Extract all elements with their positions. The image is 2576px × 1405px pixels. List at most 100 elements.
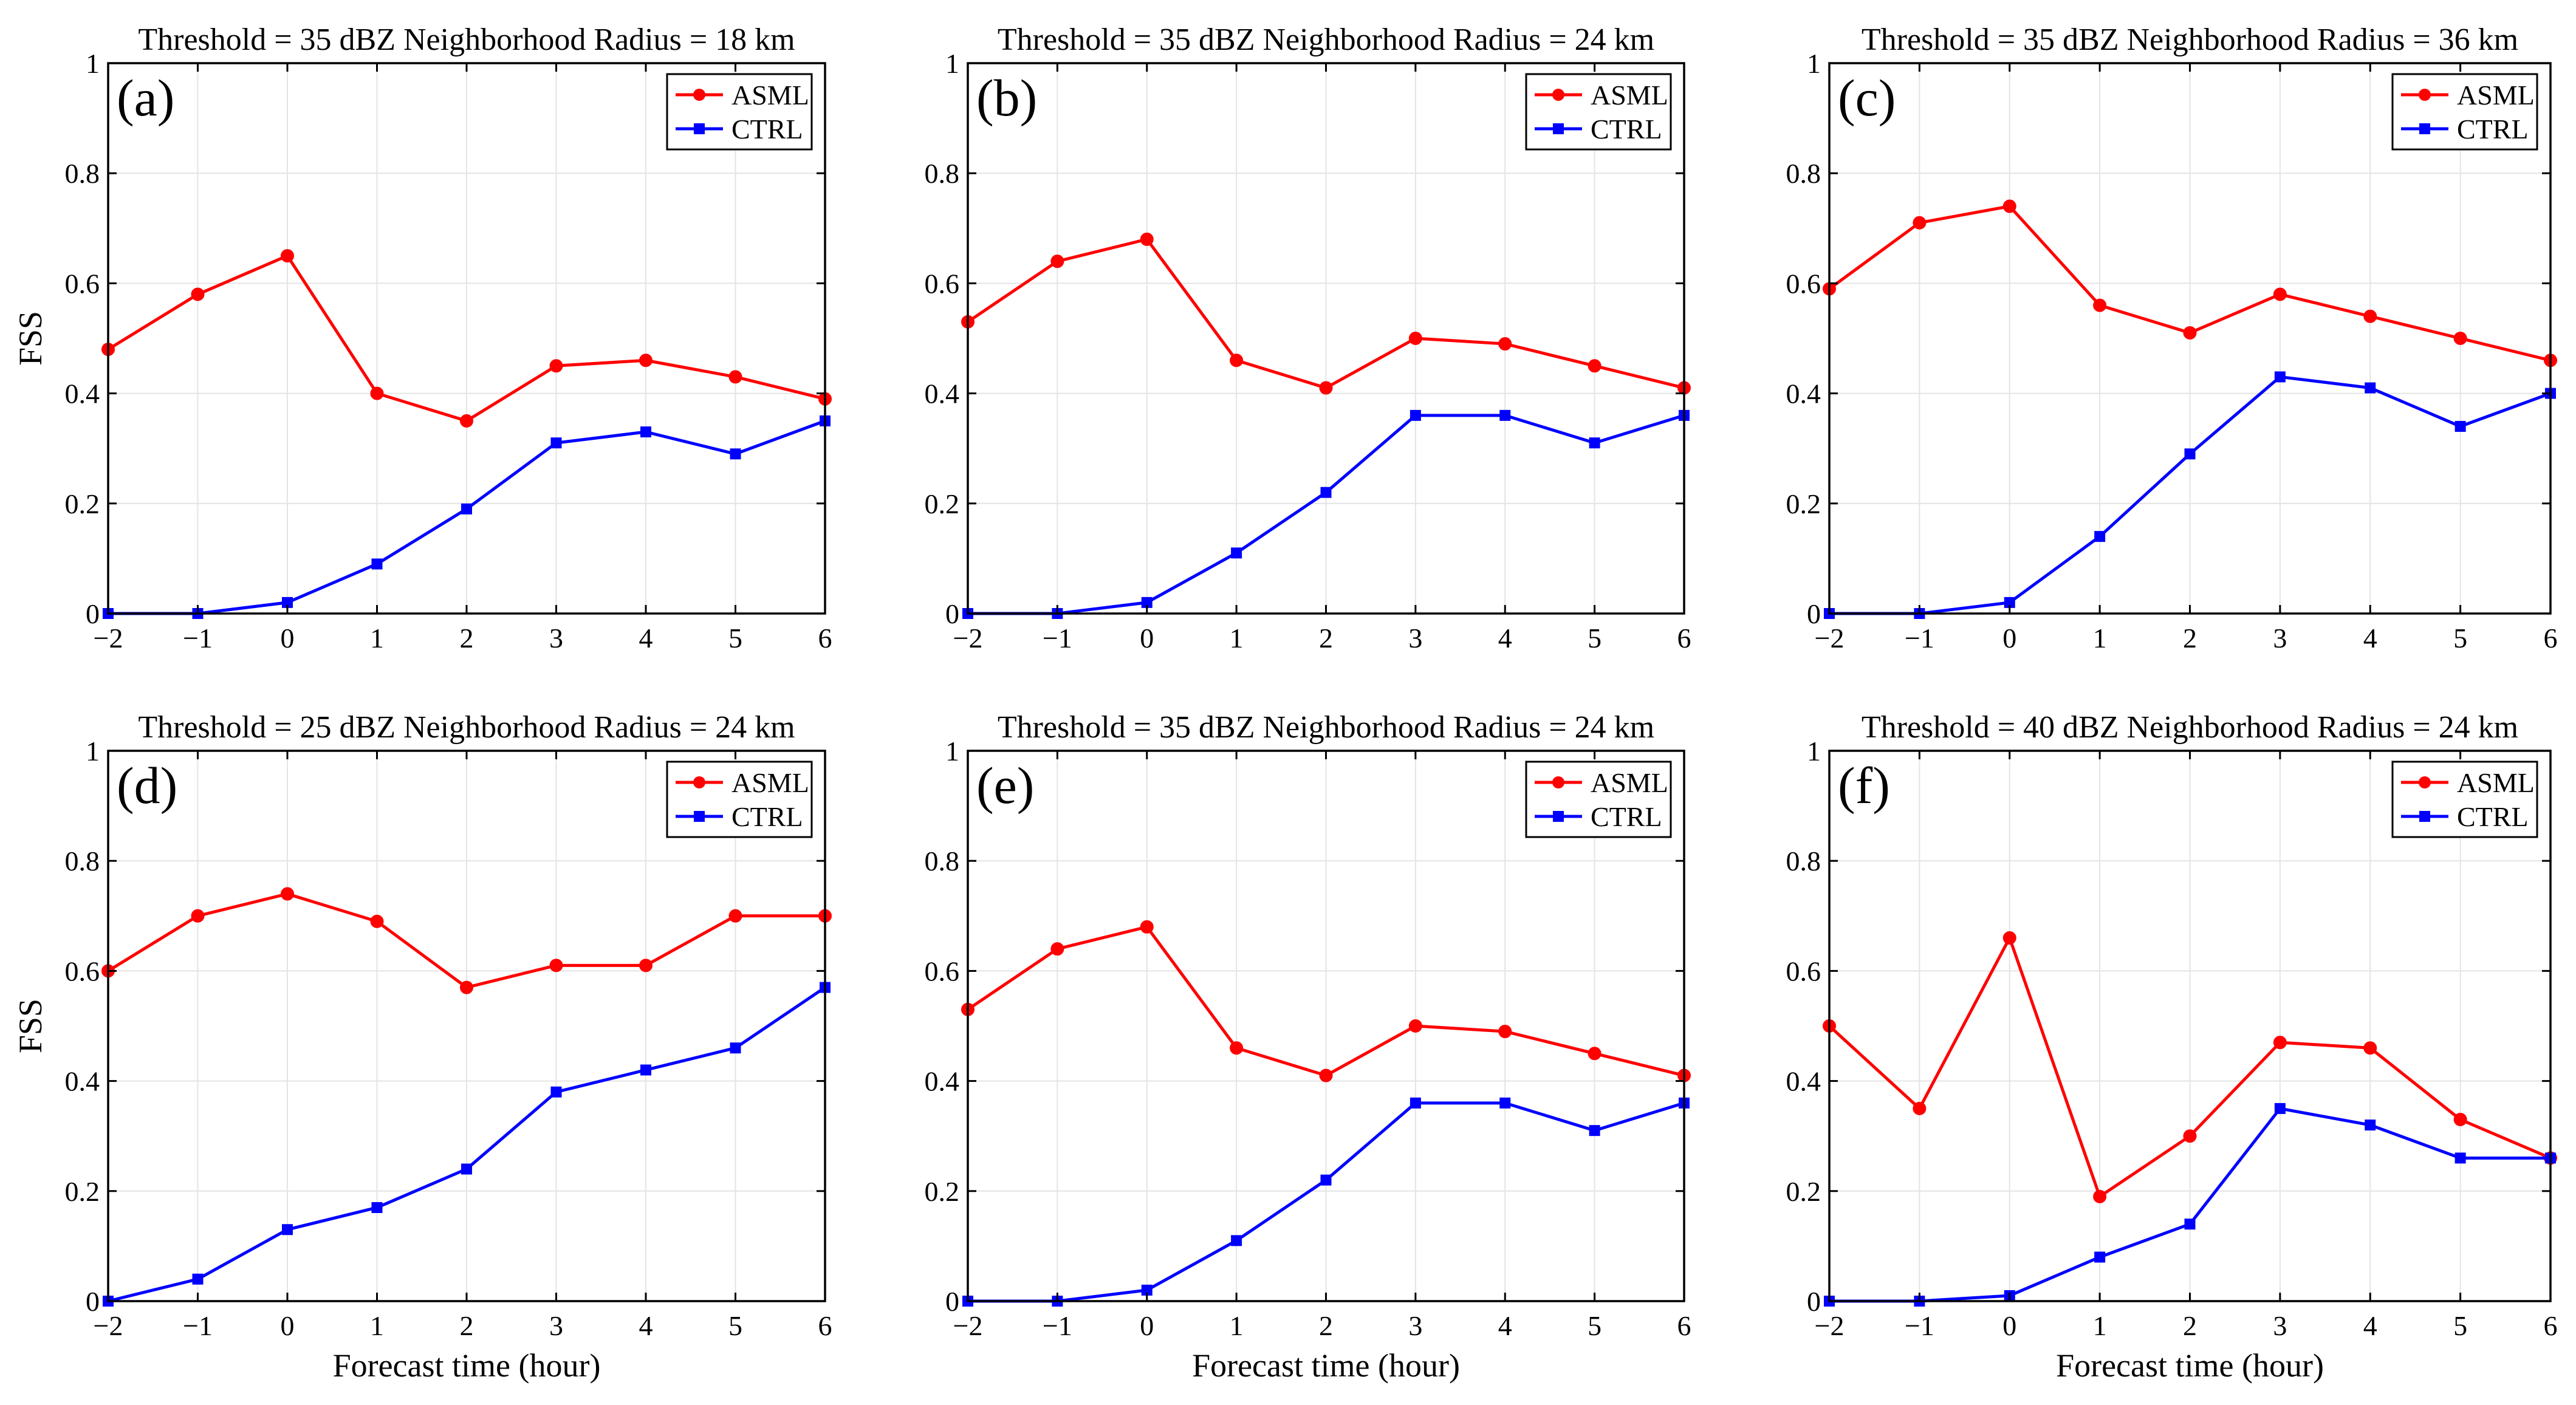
panel-label: (e)	[976, 756, 1034, 815]
data-point-ctrl	[192, 1273, 204, 1285]
data-point-ctrl	[2365, 382, 2376, 394]
y-tick-label: 0.6	[1786, 955, 1821, 986]
x-tick-label: 3	[1408, 1310, 1422, 1341]
x-tick-label: 3	[2273, 1310, 2287, 1341]
data-point-ctrl	[1589, 437, 1600, 449]
data-point-ctrl	[1499, 1097, 1511, 1109]
legend-label-ctrl: CTRL	[1591, 114, 1662, 145]
x-tick-label: 0	[2002, 1310, 2016, 1341]
panel-label: (c)	[1838, 69, 1896, 127]
y-tick-label: 0	[945, 598, 959, 629]
legend-label-ctrl: CTRL	[731, 801, 803, 832]
y-tick-label: 0.2	[1786, 1176, 1821, 1207]
data-point-asml	[191, 909, 205, 923]
legend-label-ctrl: CTRL	[731, 114, 803, 145]
data-point-asml	[1498, 1025, 1512, 1039]
x-tick-label: 0	[1140, 1310, 1154, 1341]
data-point-ctrl	[1410, 409, 1421, 421]
y-axis-label: FSS	[12, 311, 49, 366]
data-point-ctrl	[550, 437, 562, 449]
chart-title: Threshold = 35 dBZ Neighborhood Radius =…	[1862, 22, 2518, 57]
x-tick-label: 0	[2002, 623, 2016, 654]
x-tick-label: 3	[1408, 623, 1422, 654]
x-tick-label: −2	[1815, 1310, 1845, 1341]
data-point-asml	[2363, 309, 2377, 323]
y-tick-label: 1	[945, 736, 959, 767]
data-point-ctrl	[1141, 1284, 1153, 1296]
y-tick-label: 0.4	[1786, 378, 1821, 409]
data-point-asml	[1913, 1101, 1927, 1115]
panel-label: (d)	[117, 756, 177, 815]
legend-marker-ctrl	[694, 123, 705, 134]
data-point-ctrl	[2454, 420, 2466, 432]
data-point-ctrl	[730, 1042, 741, 1054]
x-tick-label: 6	[2544, 1310, 2558, 1341]
x-tick-label: 1	[2093, 623, 2107, 654]
y-tick-label: 0.2	[65, 488, 100, 519]
data-point-ctrl	[1410, 1097, 1421, 1109]
legend-marker-asml	[693, 776, 705, 788]
x-tick-label: 6	[818, 623, 832, 654]
x-tick-label: 3	[549, 623, 563, 654]
y-tick-label: 1	[945, 48, 959, 79]
data-point-asml	[728, 909, 742, 923]
x-tick-label: 5	[1588, 1310, 1601, 1341]
legend-box	[2391, 73, 2538, 151]
y-tick-label: 0.2	[925, 1176, 960, 1207]
y-tick-label: 0.8	[1786, 846, 1821, 877]
legend-box	[1525, 73, 1672, 151]
x-tick-label: 2	[1319, 623, 1333, 654]
x-axis-label: Forecast time (hour)	[1192, 1347, 1460, 1384]
y-tick-label: 0.6	[65, 268, 100, 299]
data-point-asml	[1588, 1047, 1601, 1061]
y-tick-label: 1	[86, 736, 100, 767]
x-tick-label: 4	[1498, 1310, 1512, 1341]
y-tick-label: 0.6	[1786, 268, 1821, 299]
y-tick-label: 0.4	[65, 1066, 100, 1097]
data-point-asml	[1588, 359, 1601, 373]
data-point-asml	[370, 914, 384, 928]
legend-label-asml: ASML	[1591, 767, 1668, 798]
data-point-asml	[2453, 332, 2467, 345]
data-point-ctrl	[1499, 409, 1511, 421]
x-tick-label: 1	[2093, 1310, 2107, 1341]
x-tick-label: 5	[2453, 623, 2467, 654]
x-tick-label: −2	[953, 1310, 983, 1341]
y-tick-label: 1	[1807, 736, 1821, 767]
data-point-ctrl	[1320, 1174, 1332, 1186]
data-point-ctrl	[2094, 531, 2106, 542]
x-tick-label: 0	[1140, 623, 1154, 654]
data-point-asml	[1230, 1041, 1244, 1055]
chart-panel-e: −2 −1 0 1 2 3 4 5 6 0 0.2 0.4 0.6 0.8 1 Threshold = 35 …	[925, 710, 1691, 1384]
x-tick-label: 2	[460, 1310, 474, 1341]
chart-panel-d: −2 −1 0 1 2 3 4 5 6 0 0.2 0.4 0.6 0.8 1 Threshold = 25 …	[12, 710, 832, 1384]
chart-title: Threshold = 35 dBZ Neighborhood Radius =…	[138, 22, 795, 57]
data-point-ctrl	[461, 503, 472, 514]
x-tick-label: −2	[1815, 623, 1845, 654]
x-tick-label: −2	[94, 1310, 123, 1341]
chart-panel-b: −2 −1 0 1 2 3 4 5 6 0 0.2 0.4 0.6 0.8 1 Threshold = 35 …	[925, 22, 1691, 654]
data-point-ctrl	[2094, 1251, 2106, 1263]
chart-panel-f: −2 −1 0 1 2 3 4 5 6 0 0.2 0.4 0.6 0.8 1 Threshold = 40 …	[1786, 710, 2558, 1384]
data-point-ctrl	[461, 1163, 472, 1175]
x-tick-label: 3	[2273, 623, 2287, 654]
x-tick-label: 2	[2183, 1310, 2197, 1341]
y-tick-label: 0	[86, 598, 100, 629]
data-point-asml	[549, 959, 563, 973]
data-point-asml	[1319, 381, 1333, 395]
data-point-ctrl	[640, 426, 651, 438]
x-tick-label: −1	[183, 1310, 213, 1341]
y-tick-label: 0.4	[925, 378, 960, 409]
x-tick-label: −2	[953, 623, 983, 654]
data-point-asml	[728, 370, 742, 384]
legend-marker-asml	[1552, 776, 1564, 788]
y-tick-label: 0.8	[925, 846, 960, 877]
legend-label-asml: ASML	[1591, 80, 1668, 111]
chart-panel-c: −2 −1 0 1 2 3 4 5 6 0 0.2 0.4 0.6 0.8 1 Threshold = 35 …	[1786, 22, 2558, 654]
legend-label-asml: ASML	[2457, 767, 2535, 798]
